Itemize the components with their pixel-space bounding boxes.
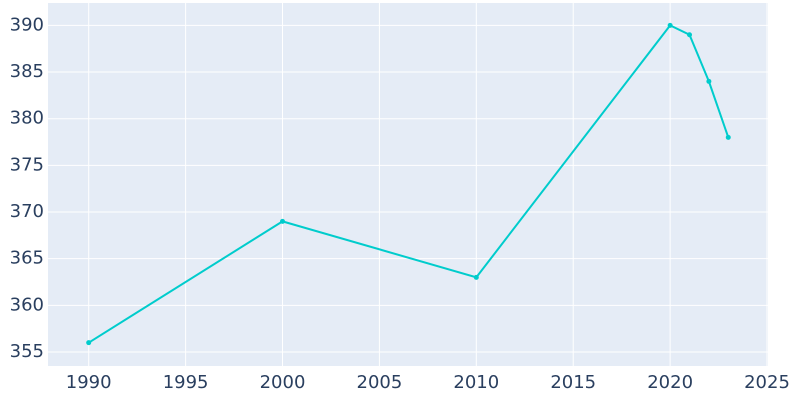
y-tick-label: 375 [10,154,44,175]
x-tick-label: 2015 [550,372,596,393]
point [706,78,712,84]
x-tick-label: 2025 [744,372,790,393]
y-tick-label: 365 [10,248,44,269]
point [280,218,286,224]
point [86,340,92,346]
x-tick-label: 2005 [357,372,403,393]
x-tick-label: 2000 [260,372,306,393]
x-tick-label: 1995 [163,372,209,393]
point [687,32,693,38]
y-tick-label: 355 [10,341,44,362]
y-tick-label: 390 [10,14,44,35]
y-tick-label: 370 [10,201,44,222]
x-tick-label: 2010 [453,372,499,393]
x-tick-label: 1990 [66,372,112,393]
x-tick-label: 2020 [647,372,693,393]
point [667,22,673,28]
y-tick-label: 385 [10,61,44,82]
y-tick-label: 360 [10,294,44,315]
plot-area [48,3,768,366]
y-tick-label: 380 [10,108,44,129]
point [725,134,731,140]
point [473,274,479,280]
